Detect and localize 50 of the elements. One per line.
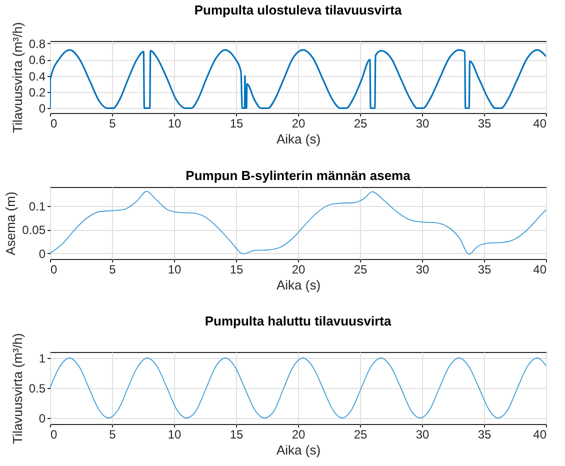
x-axis-title: Aika (s) [276,132,321,146]
x-tick-label: 40 [533,428,547,442]
x-tick-label: 35 [478,262,492,276]
x-tick-label: 0 [50,428,58,442]
y-tick-label: 0.4 [28,69,46,84]
x-tick-label: 0 [50,262,58,276]
x-axis-title: Aika (s) [276,442,321,458]
x-tick-label: 25 [354,262,368,276]
x-tick-label: 10 [168,428,182,442]
line-series [50,190,546,255]
x-tick-label: 35 [478,116,492,130]
y-tick-label: 0.1 [28,199,46,214]
chart-title: Pumpulta haluttu tilavuusvirta [204,314,392,329]
x-tick-label: 15 [230,116,244,130]
y-axis-title: Asema (m) [3,192,18,256]
line-series [50,49,546,109]
x-tick-label: 10 [168,262,182,276]
x-tick-label: 25 [354,428,368,442]
x-axis-title: Aika (s) [276,278,321,292]
y-tick-label: 0.5 [28,382,46,396]
y-tick-label: 0.6 [28,53,46,68]
x-tick-label: 5 [109,116,116,130]
x-tick-label: 40 [533,262,547,276]
x-tick-label: 0 [50,116,58,130]
y-axis-title: Tilavuusvirta (m³/h) [10,22,25,133]
x-tick-label: 15 [230,262,244,276]
y-tick-label: 0 [38,246,46,261]
x-tick-label: 30 [416,116,430,130]
x-tick-label: 20 [292,428,306,442]
y-tick-label: 1 [38,352,46,366]
y-tick-label: 0 [38,102,46,116]
x-tick-label: 35 [478,428,492,442]
x-tick-label: 30 [416,262,430,276]
y-tick-label: 0.8 [28,36,46,51]
x-tick-label: 30 [416,428,430,442]
x-tick-label: 5 [109,262,116,276]
x-tick-label: 20 [292,116,306,130]
chart-title: Pumpulta ulostuleva tilavuusvirta [194,2,402,18]
x-tick-label: 10 [168,116,182,130]
x-tick-label: 5 [109,428,116,442]
y-axis-title: Tilavuusvirta (m³/h) [10,333,25,444]
x-tick-label: 15 [230,428,244,442]
chart-title: Pumpun B-sylinterin männän asema [186,168,412,183]
y-tick-label: 0 [38,412,46,426]
y-tick-label: 0.2 [28,85,46,100]
line-series [50,358,546,418]
x-tick-label: 25 [354,116,368,130]
y-tick-label: 0.05 [22,223,46,238]
x-tick-label: 40 [533,116,547,130]
x-tick-label: 20 [292,262,306,276]
